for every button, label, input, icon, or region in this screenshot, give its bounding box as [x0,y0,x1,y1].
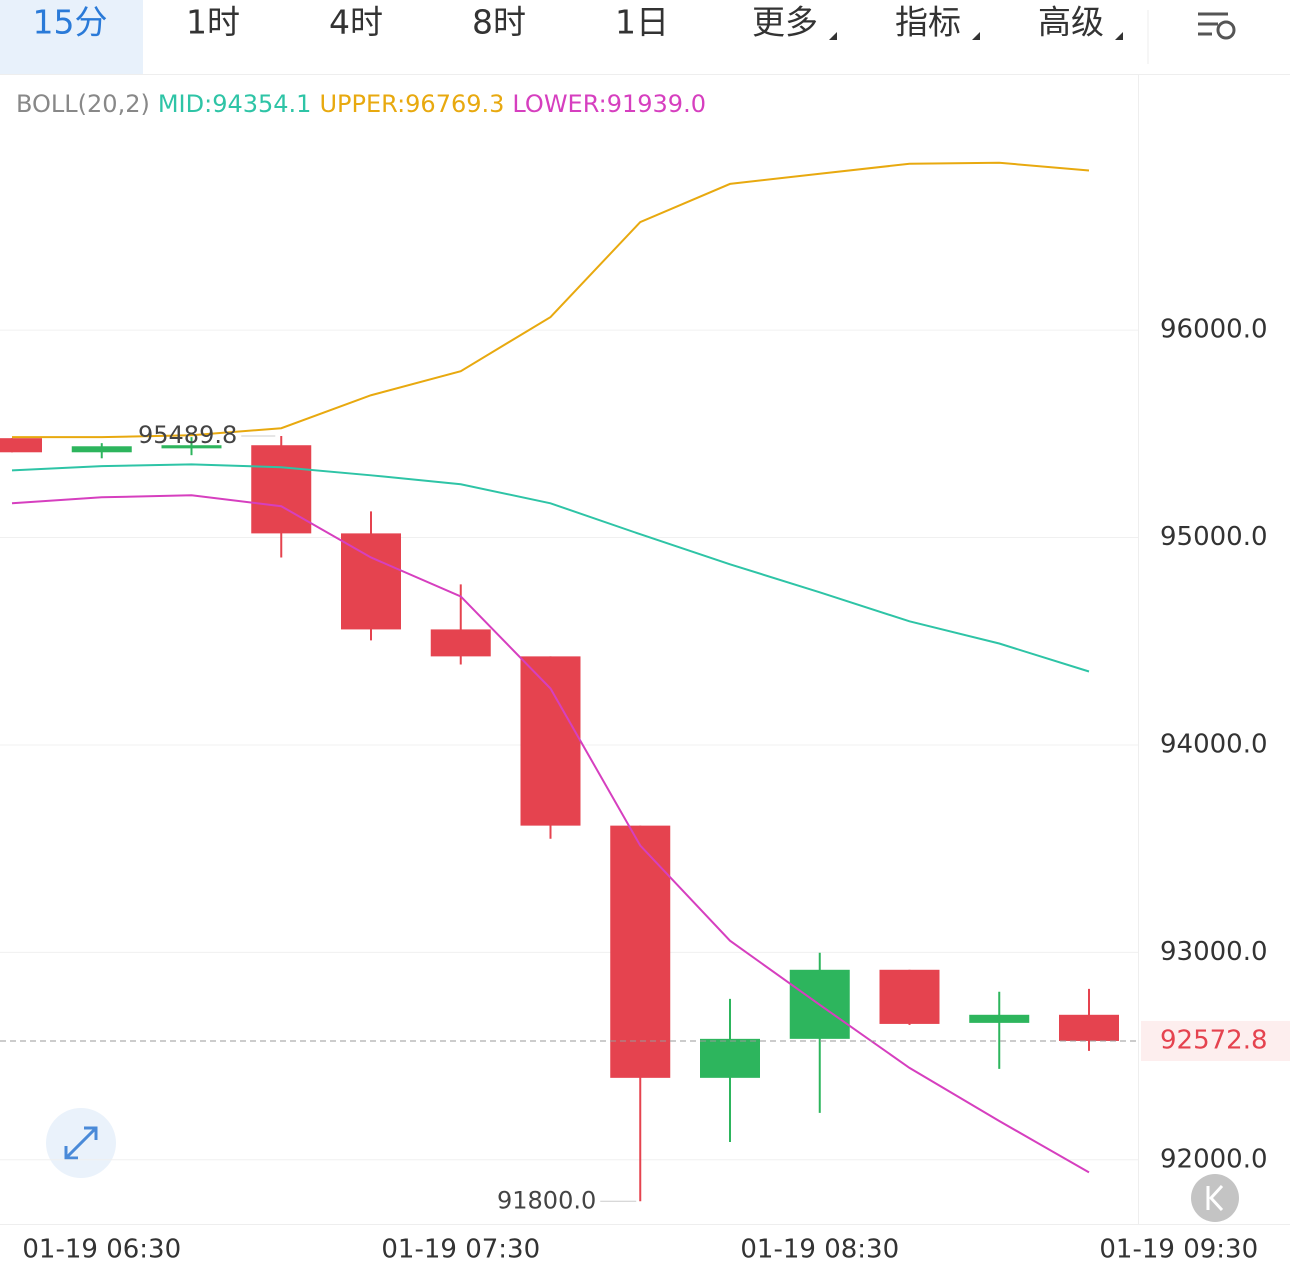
candle-body [610,825,671,1078]
legend-label: UPPER:96769.3 [319,90,504,118]
tab[interactable]: 指标 [895,3,961,42]
annotation-label: 91800.0 [497,1186,596,1214]
legend-label: MID:94354.1 [158,90,312,118]
settings-icon[interactable] [1198,12,1236,40]
tab[interactable]: 更多 [752,3,818,42]
dropdown-arrow [972,32,980,40]
tab[interactable]: 1时 [186,3,240,42]
tab[interactable]: 15分 [33,3,108,42]
boll-line [11,494,1090,1174]
y-tick-label: 94000.0 [1160,729,1268,759]
x-tick-label: 01-19 08:30 [740,1235,899,1265]
candle-body [71,446,132,453]
candle-body [430,629,491,657]
last-price-label: 92572.8 [1160,1025,1268,1055]
legend-label: LOWER:91939.0 [512,90,706,118]
y-tick-label: 96000.0 [1160,315,1268,345]
dropdown-arrow [829,32,837,40]
candle-body [969,1014,1030,1023]
boll-line [12,161,1090,439]
tab[interactable]: 高级 [1038,3,1104,42]
dropdown-arrow [1115,32,1123,40]
y-tick-label: 93000.0 [1160,937,1268,967]
reset-button[interactable] [1191,1174,1239,1222]
tab[interactable]: 8时 [472,3,526,42]
candle-body [161,445,222,449]
x-tick-label: 01-19 07:30 [381,1235,540,1265]
candle-body [520,656,581,826]
candle-body [341,533,401,630]
last-price-bg [1141,1020,1290,1061]
y-tick-label: 92000.0 [1160,1144,1268,1174]
candle-body [0,438,42,453]
expand-button[interactable] [46,1108,116,1178]
legend-label: BOLL(20,2) [16,90,150,118]
y-tick-label: 95000.0 [1160,522,1268,552]
annotation-label: 95489.8 [138,421,237,449]
candle-body [251,445,312,534]
x-tick-label: 01-19 06:30 [22,1235,181,1265]
tab[interactable]: 4时 [329,3,383,42]
candle-body [1059,1014,1119,1041]
candle-body [700,1038,760,1078]
x-tick-label: 01-19 09:30 [1099,1235,1258,1265]
boll-line [11,463,1090,673]
candle-body [879,969,940,1024]
tab-active-bg [0,0,143,74]
tab[interactable]: 1日 [615,3,669,42]
